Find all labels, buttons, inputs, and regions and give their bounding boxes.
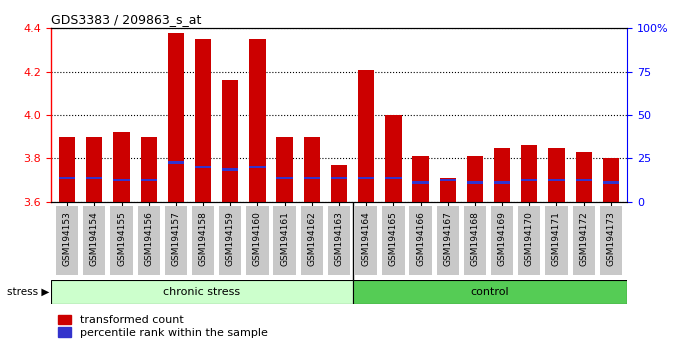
Text: GSM194159: GSM194159	[226, 211, 235, 266]
Bar	[59, 137, 75, 202]
Text: GSM194163: GSM194163	[334, 211, 344, 266]
Text: GSM194156: GSM194156	[144, 211, 153, 266]
Bar	[113, 179, 129, 181]
Bar	[353, 280, 627, 304]
FancyBboxPatch shape	[545, 206, 567, 275]
FancyBboxPatch shape	[355, 206, 378, 275]
Text: GSM194165: GSM194165	[389, 211, 398, 266]
Bar	[385, 115, 401, 202]
Bar	[222, 80, 239, 202]
Bar	[277, 177, 293, 179]
Bar	[494, 181, 511, 184]
Bar	[250, 166, 266, 169]
Bar	[304, 137, 320, 202]
Text: GSM194161: GSM194161	[280, 211, 289, 266]
FancyBboxPatch shape	[300, 206, 323, 275]
FancyBboxPatch shape	[192, 206, 214, 275]
FancyBboxPatch shape	[410, 206, 432, 275]
Bar	[521, 145, 538, 202]
Text: GSM194160: GSM194160	[253, 211, 262, 266]
Text: GSM194170: GSM194170	[525, 211, 534, 266]
Bar	[412, 156, 428, 202]
FancyBboxPatch shape	[273, 206, 296, 275]
Bar	[167, 161, 184, 164]
Bar	[195, 166, 212, 169]
Text: GSM194158: GSM194158	[199, 211, 207, 266]
Text: GDS3383 / 209863_s_at: GDS3383 / 209863_s_at	[51, 13, 201, 26]
Text: GSM194171: GSM194171	[552, 211, 561, 266]
Text: GSM194157: GSM194157	[172, 211, 180, 266]
Text: GSM194172: GSM194172	[579, 211, 588, 266]
FancyBboxPatch shape	[138, 206, 160, 275]
Bar	[603, 181, 619, 184]
Bar	[140, 137, 157, 202]
FancyBboxPatch shape	[572, 206, 595, 275]
Bar	[86, 177, 102, 179]
Legend: transformed count, percentile rank within the sample: transformed count, percentile rank withi…	[56, 314, 268, 339]
FancyBboxPatch shape	[328, 206, 350, 275]
Text: stress ▶: stress ▶	[7, 287, 50, 297]
Bar	[222, 168, 239, 171]
Text: GSM194164: GSM194164	[361, 211, 371, 266]
Text: GSM194155: GSM194155	[117, 211, 126, 266]
Bar	[195, 39, 212, 202]
Bar	[412, 181, 428, 184]
Bar	[494, 148, 511, 202]
Bar	[331, 177, 347, 179]
FancyBboxPatch shape	[219, 206, 241, 275]
FancyBboxPatch shape	[382, 206, 405, 275]
FancyBboxPatch shape	[165, 206, 187, 275]
Text: GSM194173: GSM194173	[606, 211, 616, 266]
FancyBboxPatch shape	[491, 206, 513, 275]
Text: chronic stress: chronic stress	[163, 287, 240, 297]
Bar	[304, 177, 320, 179]
FancyBboxPatch shape	[437, 206, 459, 275]
Bar	[576, 179, 592, 181]
Bar	[439, 178, 456, 202]
Text: GSM194167: GSM194167	[443, 211, 452, 266]
FancyBboxPatch shape	[600, 206, 622, 275]
Text: GSM194162: GSM194162	[307, 211, 317, 266]
Bar	[113, 132, 129, 202]
Bar	[59, 177, 75, 179]
Bar	[385, 177, 401, 179]
Bar	[167, 33, 184, 202]
Bar	[549, 148, 565, 202]
FancyBboxPatch shape	[56, 206, 78, 275]
Bar	[358, 69, 374, 202]
FancyBboxPatch shape	[464, 206, 486, 275]
Text: GSM194166: GSM194166	[416, 211, 425, 266]
Bar	[439, 179, 456, 181]
FancyBboxPatch shape	[83, 206, 106, 275]
Bar	[603, 159, 619, 202]
Text: GSM194168: GSM194168	[471, 211, 479, 266]
Text: GSM194153: GSM194153	[62, 211, 72, 266]
Bar	[86, 137, 102, 202]
Bar	[576, 152, 592, 202]
Bar	[358, 177, 374, 179]
FancyBboxPatch shape	[111, 206, 133, 275]
Bar	[277, 137, 293, 202]
FancyBboxPatch shape	[518, 206, 540, 275]
Text: GSM194169: GSM194169	[498, 211, 506, 266]
Bar	[549, 179, 565, 181]
Text: GSM194154: GSM194154	[90, 211, 99, 266]
FancyBboxPatch shape	[246, 206, 268, 275]
Bar	[51, 280, 353, 304]
Bar	[331, 165, 347, 202]
Text: control: control	[471, 287, 509, 297]
Bar	[521, 179, 538, 181]
Bar	[466, 181, 483, 184]
Bar	[466, 156, 483, 202]
Bar	[250, 39, 266, 202]
Bar	[140, 179, 157, 181]
